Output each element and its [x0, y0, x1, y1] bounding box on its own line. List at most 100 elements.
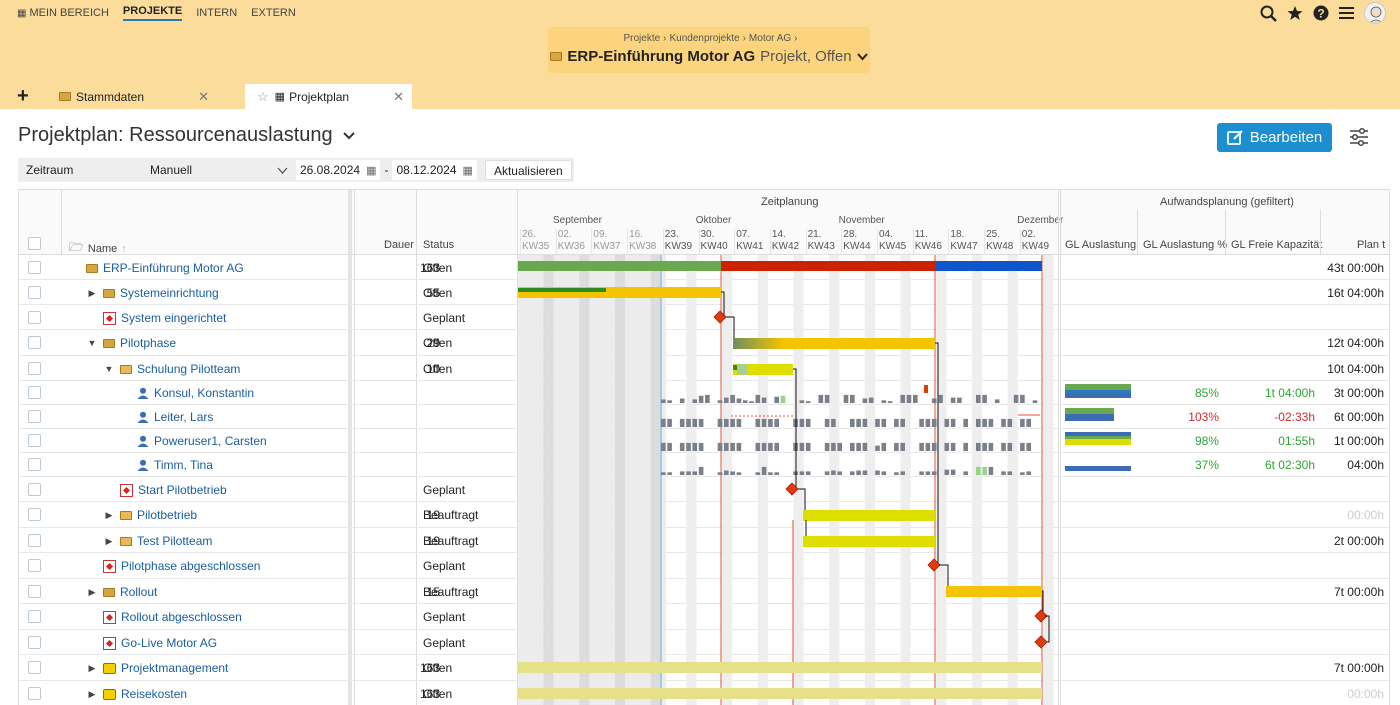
star-icon[interactable] — [1287, 5, 1303, 21]
row-name[interactable]: ▶ Test Pilotteam — [103, 533, 213, 549]
plan-header[interactable]: Plan t — [1357, 239, 1386, 251]
tab-stammdaten[interactable]: Stammdaten ✕ — [47, 84, 217, 109]
table-row[interactable]: Pilotphase abgeschlossen Geplant — [19, 553, 1389, 579]
row-checkbox[interactable] — [28, 585, 41, 598]
close-icon[interactable]: ✕ — [393, 88, 404, 104]
nav-mein-bereich[interactable]: ▦ MEIN BEREICH — [17, 7, 109, 19]
collapse-icon[interactable]: ▼ — [87, 338, 97, 348]
resource-load-bar — [875, 445, 880, 451]
row-name[interactable]: Leiter, Lars — [120, 409, 213, 425]
divider[interactable] — [348, 190, 352, 705]
table-row[interactable]: ▶ Pilotbetrieb 19 Beauftragt 00:00h — [19, 502, 1389, 528]
status-column-header[interactable]: Status — [423, 239, 455, 251]
row-name[interactable]: Poweruser1, Carsten — [120, 433, 267, 449]
row-name[interactable]: Konsul, Konstantin — [120, 385, 254, 401]
row-name[interactable]: System eingerichtet — [86, 310, 226, 326]
table-row[interactable]: Rollout abgeschlossen Geplant — [19, 604, 1389, 630]
help-icon[interactable]: ? — [1313, 5, 1329, 21]
row-name[interactable]: ▶ Projektmanagement — [86, 660, 229, 676]
row-checkbox[interactable] — [28, 636, 41, 649]
breadcrumb-motor-ag[interactable]: Motor AG — [748, 33, 792, 44]
close-icon[interactable]: ✕ — [198, 88, 209, 104]
collapse-icon[interactable]: ▼ — [104, 364, 114, 374]
row-name[interactable]: ▼ Pilotphase — [86, 335, 177, 351]
table-row[interactable]: Timm, Tina 04:00h 37% 6t 02:30h — [19, 453, 1389, 477]
row-checkbox[interactable] — [28, 610, 41, 623]
row-name[interactable]: Go-Live Motor AG — [86, 635, 217, 651]
table-row[interactable]: Poweruser1, Carsten 1t 00:00h 98% 01:55h — [19, 429, 1389, 453]
settings-sliders-icon[interactable] — [1349, 127, 1369, 147]
row-checkbox[interactable] — [28, 458, 41, 471]
select-all-checkbox[interactable] — [28, 237, 41, 250]
row-name[interactable]: Pilotphase abgeschlossen — [86, 558, 260, 574]
row-checkbox[interactable] — [28, 410, 41, 423]
avatar[interactable] — [1364, 2, 1386, 24]
table-row[interactable]: ▶ Reisekosten 163 Offen 00:00h — [19, 681, 1389, 705]
search-icon[interactable] — [1260, 5, 1277, 22]
table-row[interactable]: ▶ Projektmanagement 163 Offen 7t 00:00h — [19, 655, 1389, 681]
nav-projekte[interactable]: PROJEKTE — [122, 5, 183, 21]
table-row[interactable]: ▶ Test Pilotteam 19 Beauftragt 2t 00:00h — [19, 528, 1389, 553]
table-row[interactable]: Go-Live Motor AG Geplant — [19, 630, 1389, 655]
expand-icon[interactable]: ▶ — [105, 535, 113, 546]
add-tab-button[interactable]: + — [17, 85, 29, 107]
expand-icon[interactable]: ▶ — [105, 509, 113, 520]
gl-auslastung-header[interactable]: GL Auslastung — [1065, 239, 1137, 251]
table-row[interactable]: ▶ Systemeinrichtung 55 Offen 16t 04:00h — [19, 280, 1389, 305]
row-name[interactable]: ▶ Reisekosten — [86, 686, 188, 702]
gl-freie-header[interactable]: GL Freie Kapazität — [1231, 239, 1323, 251]
row-name[interactable]: ERP-Einführung Motor AG — [69, 260, 244, 276]
row-checkbox[interactable] — [28, 386, 41, 399]
table-row[interactable]: System eingerichtet Geplant — [19, 305, 1389, 330]
edit-button[interactable]: Bearbeiten — [1217, 123, 1332, 152]
row-name[interactable]: ▶ Rollout — [86, 584, 158, 600]
expand-icon[interactable]: ▶ — [88, 287, 96, 298]
table-row[interactable]: ERP-Einführung Motor AG 163 Offen 43t 00:00… — [19, 255, 1389, 280]
table-row[interactable]: Leiter, Lars 6t 00:00h 103% -02:33h — [19, 405, 1389, 429]
calendar-icon[interactable]: ▦ — [462, 164, 473, 177]
table-row[interactable]: Konsul, Konstantin 3t 00:00h 85% 1t 04:00h — [19, 381, 1389, 405]
tab-projektplan[interactable]: ☆ ▦ Projektplan ✕ — [245, 84, 412, 109]
refresh-button[interactable]: Aktualisieren — [484, 160, 572, 180]
expand-icon[interactable]: ▶ — [88, 586, 96, 597]
name-column-header[interactable]: 🗁 Name ↑ — [69, 238, 127, 259]
nav-extern[interactable]: EXTERN — [251, 7, 296, 19]
expand-icon[interactable]: ▶ — [88, 662, 96, 673]
row-name[interactable]: ▶ Systemeinrichtung — [86, 285, 219, 301]
row-checkbox[interactable] — [28, 434, 41, 447]
row-checkbox[interactable] — [28, 534, 41, 547]
calendar-icon[interactable]: ▦ — [366, 164, 377, 177]
row-checkbox[interactable] — [28, 311, 41, 324]
pin-icon[interactable]: ☆ — [257, 88, 269, 104]
row-checkbox[interactable] — [28, 286, 41, 299]
project-selector[interactable]: ERP-Einführung Motor AG Projekt, Offen — [548, 48, 870, 65]
row-checkbox[interactable] — [28, 336, 41, 349]
row-name[interactable]: Rollout abgeschlossen — [86, 609, 242, 625]
table-row[interactable]: ▼ Pilotphase 29 Offen 12t 04:00h — [19, 330, 1389, 356]
row-name[interactable]: Timm, Tina — [120, 457, 213, 473]
breadcrumb-kundenprojekte[interactable]: Kundenprojekte — [669, 33, 740, 44]
row-checkbox[interactable] — [28, 483, 41, 496]
table-row[interactable]: ▶ Rollout 15 Beauftragt 7t 00:00h — [19, 579, 1389, 604]
table-row[interactable]: ▼ Schulung Pilotteam 10 Offen 10t 04:00h — [19, 356, 1389, 381]
row-checkbox[interactable] — [28, 661, 41, 674]
row-name[interactable]: Start Pilotbetrieb — [103, 482, 227, 498]
row-checkbox[interactable] — [28, 261, 41, 274]
row-name[interactable]: ▶ Pilotbetrieb — [103, 507, 198, 523]
breadcrumb-projekte[interactable]: Projekte — [623, 33, 661, 44]
period-mode-select[interactable]: Manuell — [144, 160, 294, 180]
date-from-field[interactable]: 26.08.2024 ▦ — [296, 160, 381, 180]
dauer-column-header[interactable]: Dauer — [384, 239, 414, 251]
table-row[interactable]: Start Pilotbetrieb Geplant — [19, 477, 1389, 502]
page-title-dropdown[interactable]: Projektplan: Ressourcenauslastung — [18, 124, 355, 147]
row-checkbox[interactable] — [28, 362, 41, 375]
row-checkbox[interactable] — [28, 508, 41, 521]
date-to-field[interactable]: 08.12.2024 ▦ — [392, 160, 477, 180]
row-name[interactable]: ▼ Schulung Pilotteam — [103, 361, 241, 377]
row-checkbox[interactable] — [28, 559, 41, 572]
row-checkbox[interactable] — [28, 687, 41, 700]
gl-auslastung-pct-header[interactable]: GL Auslastung % — [1143, 239, 1227, 251]
nav-intern[interactable]: INTERN — [196, 7, 238, 19]
menu-icon[interactable] — [1339, 6, 1354, 20]
expand-icon[interactable]: ▶ — [88, 688, 96, 699]
